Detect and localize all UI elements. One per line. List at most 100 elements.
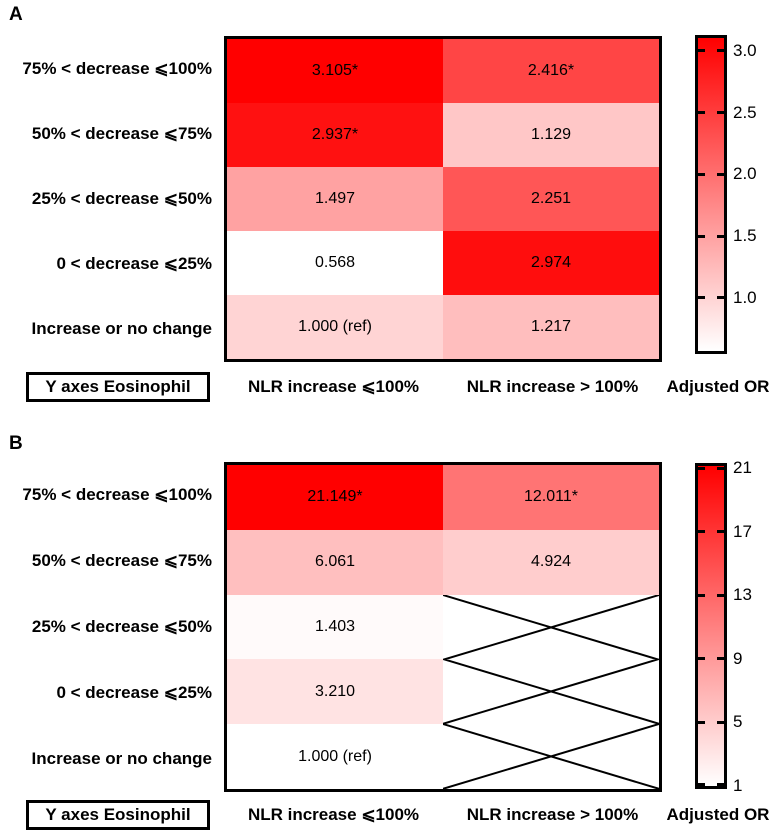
panel-a-colorbar-tick-labels: 3.0 2.5 2.0 1.5 1.0 [733,35,776,354]
colorbar-tick [717,593,724,597]
cell-value: 3.210 [314,682,356,700]
panel-a-heatmap-grid: 3.105* 2.416* 2.937* 1.129 1.497 2.251 0.568 2.… [224,36,662,362]
colorbar-tick-label: 2.5 [733,102,757,122]
colorbar-tick [717,720,724,724]
panel-b-colorbar-tick-labels: 21 17 13 9 5 1 [733,458,776,795]
cell-value: 1.217 [530,318,572,335]
cell-value: 12.011* [524,488,578,506]
colorbar-tick [717,530,724,534]
panel-a-colorbar [695,35,727,354]
colorbar-tick-label: 1.5 [733,226,757,245]
heatmap-cell: 1.129 [443,103,659,167]
row-label: 50% < decrease ⩽75% [31,551,212,570]
heatmap-cell: 2.974 [443,231,659,295]
colorbar-tick [698,783,705,786]
row-label: 25% < decrease ⩽50% [31,188,212,208]
colorbar-tick [698,530,705,534]
colorbar-tick-label: 1 [733,776,743,795]
panel-b-x-label-nlr-gt-100: NLR increase > 100% [466,805,639,824]
colorbar-tick [698,111,705,115]
panel-b-colorbar [695,463,727,789]
colorbar-tick [717,657,724,661]
row-label: 25% < decrease ⩽50% [31,617,212,636]
heatmap-cell: 21.149* [227,465,443,530]
colorbar-tick [717,172,724,176]
cell-value: 1.000 (ref) [298,318,372,335]
cell-value: 6.061 [314,553,356,571]
panel-b-heatmap-grid: 21.149* 12.011* 6.061 4.924 1.403 3.210 1.000 … [224,462,662,792]
colorbar-tick [717,296,724,300]
panel-b-y-axis-labels: 75% < decrease ⩽100% 50% < decrease ⩽75% 2… [0,462,212,792]
panel-a-letter: A [9,4,23,25]
panel-a-x-label-nlr-le-100: NLR increase ⩽100% [247,377,420,396]
colorbar-tick [698,720,705,724]
colorbar-tick [717,783,724,786]
colorbar-tick [698,466,705,470]
row-label: 50% < decrease ⩽75% [31,123,212,143]
heatmap-cell: 3.210 [227,659,443,725]
cell-value: 2.251 [530,190,572,207]
row-label: 0 < decrease ⩽25% [56,683,212,702]
heatmap-cell [443,594,659,660]
colorbar-tick [698,657,705,661]
panel-a: A 75% < decrease ⩽100% 50% < decrease ⩽75… [0,0,776,416]
colorbar-tick [698,234,705,238]
heatmap-cell: 2.251 [443,167,659,231]
heatmap-cell: 3.105* [227,39,443,103]
cell-value: 1.000 (ref) [298,747,372,765]
heatmap-cell: 0.568 [227,231,443,295]
row-label: Increase or no change [31,749,212,768]
panel-b-y-axis-title-box: Y axes Eosinophil [26,800,210,830]
cell-value: 4.924 [530,553,572,571]
heatmap-cell [443,659,659,725]
heatmap-cell: 12.011* [443,465,659,530]
heatmap-cell: 1.000 (ref) [227,724,443,789]
colorbar-tick [698,172,705,176]
panel-b-x-label-nlr-le-100: NLR increase ⩽100% [247,805,420,824]
colorbar-tick-label: 21 [733,458,752,478]
colorbar-tick-label: 1.0 [733,287,757,307]
colorbar-tick [717,234,724,238]
crossed-out-x-icon [443,724,659,789]
crossed-out-x-icon [443,659,659,724]
panel-a-y-axis-title-box: Y axes Eosinophil [26,372,210,402]
heatmap-cell: 6.061 [227,529,443,595]
colorbar-tick [698,49,705,53]
crossed-out-x-icon [443,595,659,660]
colorbar-tick-label: 5 [733,712,743,732]
colorbar-tick-label: 3.0 [733,40,757,60]
colorbar-tick-label: 2.0 [733,164,757,184]
row-label: 75% < decrease ⩽100% [22,58,212,78]
cell-value: 1.403 [314,617,356,635]
colorbar-tick [717,111,724,115]
row-label: Increase or no change [31,319,212,339]
colorbar-tick [717,49,724,53]
heatmap-cell: 1.000 (ref) [227,295,443,359]
cell-value: 21.149* [307,488,363,506]
panel-b-letter: B [9,433,23,454]
cell-value: 2.937* [311,126,359,143]
colorbar-tick [717,466,724,470]
panel-b: B 75% < decrease ⩽100% 50% < decrease ⩽75… [0,416,776,833]
row-label: 0 < decrease ⩽25% [56,254,212,274]
heatmap-cell: 1.497 [227,167,443,231]
colorbar-tick-label: 17 [733,521,752,541]
cell-value: 2.974 [530,254,572,271]
panel-a-colorbar-title: Adjusted OR [666,377,770,396]
colorbar-tick-label: 9 [733,648,743,668]
cell-value: 2.416* [527,62,575,79]
cell-value: 3.105* [311,62,359,79]
colorbar-tick [698,593,705,597]
heatmap-cell: 4.924 [443,529,659,595]
panel-a-x-label-nlr-gt-100: NLR increase > 100% [466,377,639,396]
row-label: 75% < decrease ⩽100% [22,485,212,504]
panel-a-y-axis-labels: 75% < decrease ⩽100% 50% < decrease ⩽75% 2… [0,36,212,362]
panel-b-colorbar-title: Adjusted OR [666,805,770,824]
cell-value: 0.568 [314,254,356,271]
cell-value: 1.497 [314,190,356,207]
colorbar-tick-label: 13 [733,585,752,605]
heatmap-cell: 1.403 [227,594,443,660]
heatmap-cell: 2.937* [227,103,443,167]
heatmap-cell [443,724,659,789]
